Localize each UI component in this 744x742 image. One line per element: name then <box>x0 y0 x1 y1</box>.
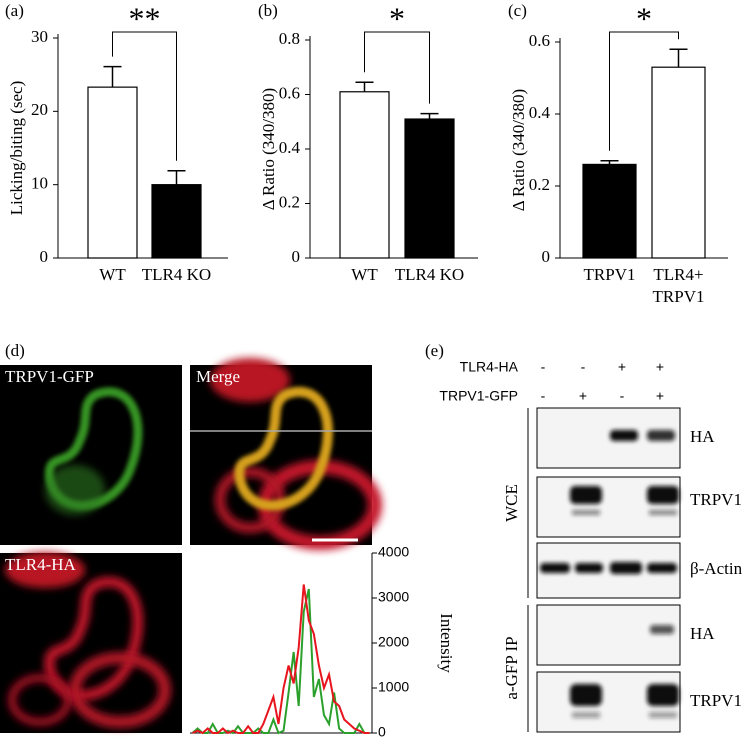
panel-label: (d) <box>5 341 25 360</box>
condition-sign: - <box>620 388 625 404</box>
image-label: Merge <box>196 367 240 386</box>
bar <box>651 66 706 259</box>
panel-label: (a) <box>5 1 24 20</box>
y-tick-label: 0 <box>40 247 49 266</box>
band-label: HA <box>690 427 715 446</box>
bar <box>151 184 202 259</box>
significance: * <box>636 0 652 36</box>
bar <box>404 118 455 259</box>
significance: * <box>389 0 405 36</box>
y-tick-label: 30 <box>31 27 48 46</box>
y-tick-label: 4000 <box>378 544 409 560</box>
y-axis-label: Δ Ratio (340/380) <box>259 88 278 210</box>
y-tick-label: 0 <box>378 724 386 740</box>
x-tick-label: TLR4 KO <box>394 265 465 284</box>
image-merge <box>190 358 382 550</box>
condition-sign: + <box>656 359 664 375</box>
condition-sign: + <box>579 388 587 404</box>
condition-sign: - <box>541 359 546 375</box>
x-tick-label: TRPV1 <box>583 265 636 284</box>
image-label: TRPV1-GFP <box>5 367 94 386</box>
condition-label: TLR4-HA <box>460 359 519 375</box>
y-tick-label: 2000 <box>378 634 409 650</box>
intensity-line <box>191 588 370 735</box>
bar <box>87 86 138 259</box>
band-label: TRPV1 <box>690 691 742 710</box>
significance-bracket <box>364 31 430 104</box>
y-tick-label: 3000 <box>378 589 409 605</box>
band-label: TRPV1 <box>690 490 742 509</box>
image-gfp <box>0 365 182 545</box>
panel-label: (e) <box>425 341 444 360</box>
x-tick-label: WT <box>99 265 126 284</box>
group-label: WCE <box>502 484 521 522</box>
condition-sign: - <box>541 388 546 404</box>
condition-sign: + <box>656 388 664 404</box>
condition-sign: - <box>581 359 586 375</box>
y-tick-label: 0.2 <box>529 175 550 194</box>
y-axis-label: Licking/biting (sec) <box>7 81 26 216</box>
image-ha <box>0 552 182 733</box>
y-tick-label: 0.2 <box>279 192 300 211</box>
significance: ** <box>129 0 161 36</box>
condition-label: TRPV1-GFP <box>439 388 518 404</box>
intensity-line <box>192 584 370 735</box>
y-tick-label: 0.4 <box>279 138 301 157</box>
bar <box>339 91 390 259</box>
x-tick-label: TLR4+ TRPV1 <box>652 265 705 306</box>
panel-label: (b) <box>258 1 278 20</box>
condition-sign: + <box>618 359 626 375</box>
y-axis-label: Δ Ratio (340/380) <box>509 89 528 211</box>
y-tick-label: 0.6 <box>529 31 550 50</box>
bar <box>582 163 637 259</box>
y-tick-label: 0 <box>292 247 301 266</box>
y-tick-label: 0.4 <box>529 103 551 122</box>
y-tick-label: 0.6 <box>279 83 300 102</box>
image-label: TLR4-HA <box>5 555 77 574</box>
panel-label: (c) <box>508 1 527 20</box>
band-label: β-Actin <box>690 559 743 578</box>
y-axis-label: Intensity <box>437 613 456 673</box>
band-label: HA <box>690 624 715 643</box>
y-tick-label: 20 <box>31 100 48 119</box>
x-tick-label: TLR4 KO <box>141 265 212 284</box>
significance-bracket <box>609 31 679 151</box>
blot-bands <box>540 430 679 718</box>
y-tick-label: 0.8 <box>279 29 300 48</box>
group-label: a-GFP IP <box>502 636 521 699</box>
x-tick-label: WT <box>351 265 378 284</box>
y-tick-label: 10 <box>31 174 48 193</box>
y-tick-label: 0 <box>542 247 551 266</box>
y-tick-label: 1000 <box>378 679 409 695</box>
significance-bracket <box>112 31 177 161</box>
